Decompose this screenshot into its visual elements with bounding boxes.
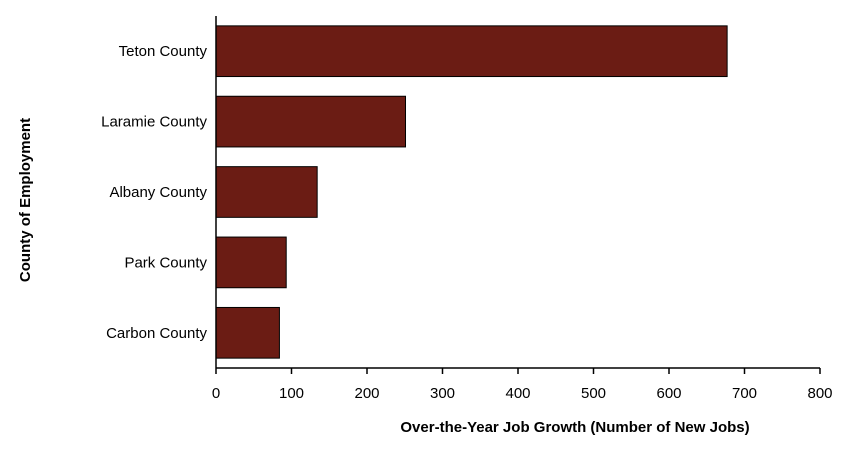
x-tick-label: 200 [354, 385, 379, 402]
bars-group [215, 25, 728, 359]
category-label: Albany County [109, 184, 207, 201]
x-axis-ticks: 0 100 200 300 400 500 600 700 800 [212, 368, 833, 402]
category-label: Carbon County [106, 325, 207, 342]
bar-albany-county [215, 166, 318, 218]
x-tick-label: 600 [656, 385, 681, 402]
category-label: Laramie County [101, 114, 207, 131]
bar-park-county [215, 236, 287, 289]
x-tick-label: 400 [505, 385, 530, 402]
bar-teton-county [215, 25, 728, 78]
bar-carbon-county [215, 306, 280, 359]
x-tick-label: 700 [732, 385, 757, 402]
x-tick-label: 800 [807, 385, 832, 402]
x-axis-title: Over-the-Year Job Growth (Number of New … [400, 419, 749, 436]
y-axis-title: County of Employment [17, 118, 34, 282]
x-tick-label: 300 [430, 385, 455, 402]
category-label: Teton County [119, 43, 208, 60]
bar-laramie-county [215, 95, 407, 148]
category-labels: Teton County Laramie County Albany County P… [101, 43, 207, 342]
x-tick-label: 500 [581, 385, 606, 402]
x-tick-label: 100 [279, 385, 304, 402]
x-tick-label: 0 [212, 385, 220, 402]
category-label: Park County [124, 254, 207, 271]
